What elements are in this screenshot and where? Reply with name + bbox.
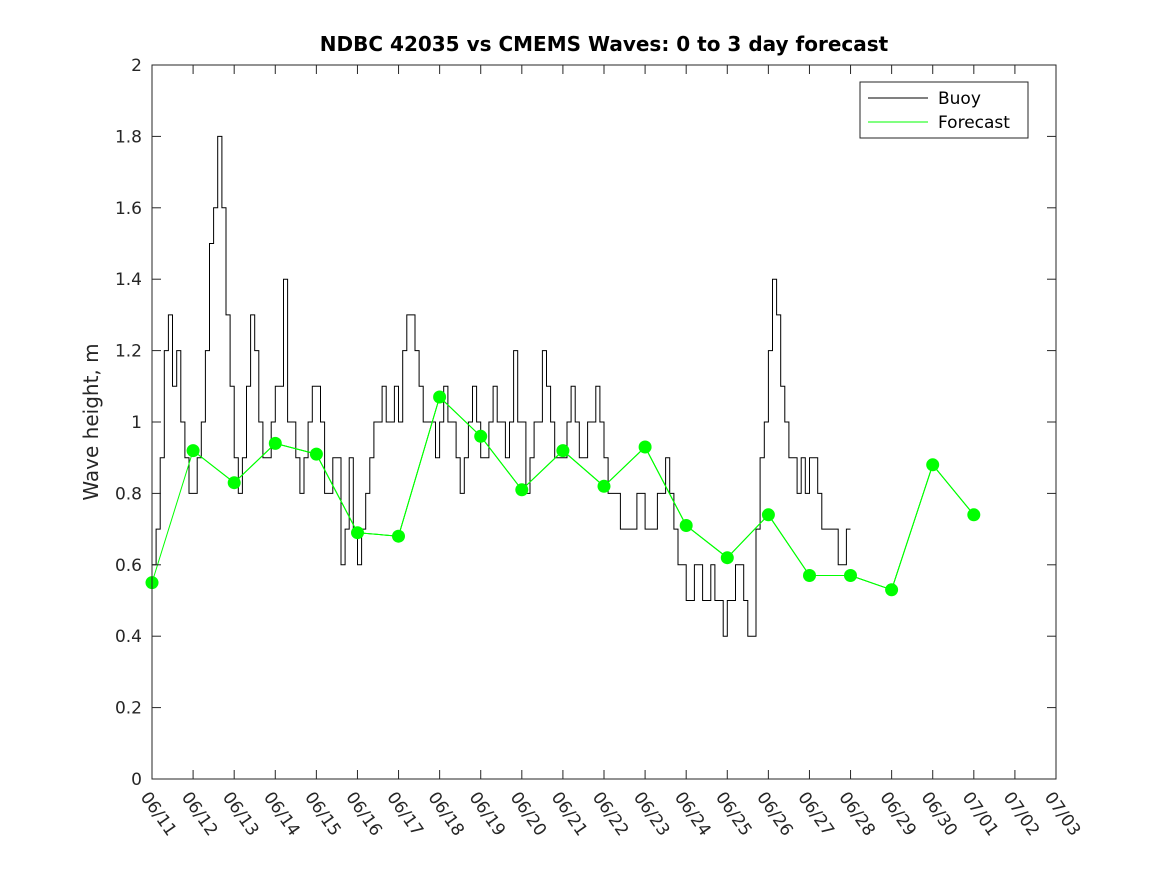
x-tick-label: 06/19: [465, 788, 509, 840]
forecast-marker: [433, 390, 447, 404]
chart-title: NDBC 42035 vs CMEMS Waves: 0 to 3 day fo…: [320, 32, 889, 56]
y-tick-label: 1.2: [115, 342, 142, 362]
forecast-series-line: [891, 463, 975, 590]
x-tick-label: 06/27: [793, 788, 837, 840]
y-tick-label: 0: [131, 770, 142, 790]
y-tick-label: 0.4: [115, 627, 142, 647]
forecast-marker: [351, 526, 364, 540]
forecast-series-line: [439, 396, 564, 491]
forecast-marker: [186, 444, 200, 458]
forecast-series-line: [315, 396, 441, 537]
forecast-marker: [227, 476, 241, 490]
y-tick-label: 1: [131, 413, 142, 433]
forecast-marker: [556, 444, 570, 458]
forecast-marker: [392, 529, 405, 543]
forecast-series-line: [685, 514, 810, 576]
x-tick-label: 07/03: [1040, 788, 1084, 840]
buoy-series-line: [152, 135, 851, 637]
plot-area: [145, 135, 981, 637]
legend-buoy-label: Buoy: [938, 89, 981, 109]
x-tick-label: 06/25: [711, 788, 755, 840]
legend: Buoy Forecast: [859, 81, 1029, 139]
x-tick-label: 06/26: [752, 788, 796, 840]
forecast-marker: [638, 440, 652, 454]
x-tick-label: 06/24: [670, 788, 714, 840]
forecast-marker: [803, 569, 816, 582]
legend-box: [859, 81, 1029, 139]
forecast-series-line: [767, 514, 892, 591]
x-tick-label: 06/23: [629, 788, 673, 840]
forecast-series-line: [480, 435, 605, 491]
forecast-series-line: [151, 443, 276, 583]
legend-forecast-label: Forecast: [938, 113, 1010, 133]
x-tick-label: 06/13: [218, 788, 262, 840]
forecast-marker: [720, 551, 734, 565]
y-tick-label: 0.6: [115, 556, 142, 576]
y-tick-label: 1.6: [115, 199, 142, 219]
forecast-marker: [309, 447, 323, 461]
y-tick-label: 1.8: [115, 127, 142, 147]
x-tick-label: 06/15: [300, 788, 344, 840]
y-tick-label: 1.4: [115, 270, 142, 290]
x-tick-label: 06/18: [424, 788, 468, 840]
forecast-marker: [844, 569, 857, 582]
x-tick-label: 06/11: [136, 788, 180, 840]
forecast-marker: [597, 479, 611, 493]
x-tick-label: 06/28: [834, 788, 878, 840]
forecast-series-line: [932, 464, 975, 516]
y-tick-label: 0.2: [115, 699, 142, 719]
x-tick-label: 06/16: [341, 788, 385, 840]
forecast-series-line: [562, 446, 687, 526]
x-tick-label: 06/29: [876, 788, 920, 840]
forecast-marker: [474, 429, 488, 443]
x-tick-label: 06/12: [177, 788, 221, 840]
x-tick-label: 07/01: [958, 788, 1002, 840]
x-tick-label: 06/21: [547, 788, 591, 840]
x-tick-label: 07/02: [999, 788, 1043, 840]
forecast-marker: [515, 483, 529, 497]
x-tick-label: 06/17: [382, 788, 426, 840]
y-tick-label: 0.8: [115, 484, 142, 504]
forecast-marker: [268, 436, 282, 450]
x-tick-label: 06/20: [506, 788, 550, 840]
y-axis-label: Wave height, m: [79, 343, 103, 500]
forecast-marker: [926, 458, 940, 472]
forecast-marker: [967, 508, 981, 522]
forecast-marker: [679, 519, 693, 532]
forecast-marker: [885, 583, 899, 597]
x-tick-label: 06/14: [259, 788, 303, 840]
forecast-series-line: [809, 464, 934, 591]
forecast-marker: [761, 508, 775, 522]
axis-ticks: 00.20.40.60.811.21.41.61.8206/1106/1206/…: [115, 56, 1084, 840]
x-tick-label: 06/22: [588, 788, 632, 840]
x-tick-label: 06/30: [917, 788, 961, 840]
y-tick-label: 2: [131, 56, 142, 76]
